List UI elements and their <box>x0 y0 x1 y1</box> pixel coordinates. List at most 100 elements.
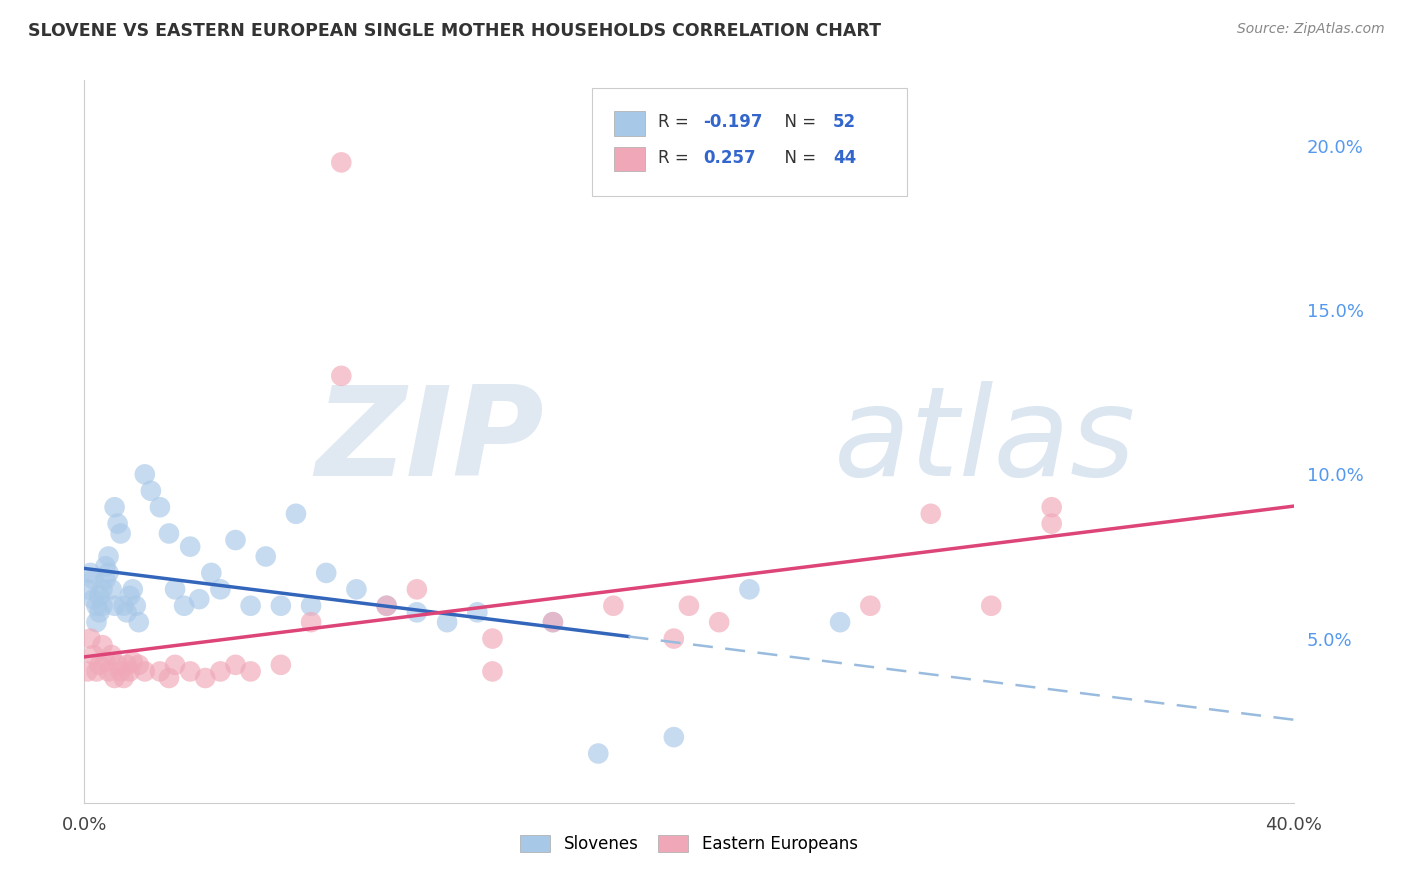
Point <box>86 615 108 630</box>
Point <box>239 665 262 679</box>
Text: Source: ZipAtlas.com: Source: ZipAtlas.com <box>1237 22 1385 37</box>
Point <box>100 648 122 662</box>
Point <box>225 533 247 547</box>
Point <box>330 368 353 383</box>
FancyBboxPatch shape <box>592 87 907 196</box>
Point <box>89 589 111 603</box>
Point <box>179 540 201 554</box>
Point <box>481 665 503 679</box>
Point <box>709 615 731 630</box>
Point <box>375 599 398 613</box>
Point <box>157 526 180 541</box>
Text: atlas: atlas <box>834 381 1136 502</box>
Point <box>662 632 685 646</box>
Point <box>91 599 114 613</box>
Text: SLOVENE VS EASTERN EUROPEAN SINGLE MOTHER HOUSEHOLDS CORRELATION CHART: SLOVENE VS EASTERN EUROPEAN SINGLE MOTHE… <box>28 22 882 40</box>
Point <box>86 665 108 679</box>
Point <box>82 592 104 607</box>
FancyBboxPatch shape <box>614 112 645 136</box>
Point <box>467 605 489 619</box>
Point <box>157 671 180 685</box>
Point <box>104 599 127 613</box>
Point <box>541 615 564 630</box>
Point <box>82 573 104 587</box>
Point <box>270 599 292 613</box>
Point <box>110 526 132 541</box>
Point <box>86 599 108 613</box>
Point <box>1040 516 1063 531</box>
Point <box>94 559 117 574</box>
Point <box>406 582 429 597</box>
Text: R =: R = <box>658 113 693 131</box>
Point <box>315 566 337 580</box>
Point <box>225 657 247 672</box>
Point <box>134 665 156 679</box>
Point <box>76 582 98 597</box>
Text: ZIP: ZIP <box>315 381 544 502</box>
Point <box>149 665 172 679</box>
Point <box>830 615 852 630</box>
Point <box>128 615 150 630</box>
Text: N =: N = <box>773 149 821 167</box>
Point <box>121 655 143 669</box>
Point <box>97 549 120 564</box>
Point <box>330 155 353 169</box>
Point <box>254 549 277 564</box>
Point <box>375 599 398 613</box>
FancyBboxPatch shape <box>614 147 645 171</box>
Point <box>118 589 141 603</box>
Point <box>91 638 114 652</box>
Point <box>662 730 685 744</box>
Point <box>270 657 292 672</box>
Point <box>980 599 1002 613</box>
Point <box>1040 500 1063 515</box>
Point <box>920 507 942 521</box>
Point <box>110 665 132 679</box>
Point <box>97 566 120 580</box>
Text: 52: 52 <box>832 113 856 131</box>
Point <box>79 632 101 646</box>
Point <box>134 467 156 482</box>
Point <box>79 566 101 580</box>
Point <box>97 665 120 679</box>
Point <box>678 599 700 613</box>
Point <box>436 615 458 630</box>
Point <box>104 500 127 515</box>
Point <box>165 582 187 597</box>
Point <box>115 657 138 672</box>
Point <box>188 592 211 607</box>
Text: 0.257: 0.257 <box>703 149 756 167</box>
Point <box>859 599 882 613</box>
Point <box>112 599 135 613</box>
Point <box>149 500 172 515</box>
Point <box>89 657 111 672</box>
Point <box>89 605 111 619</box>
Point <box>91 582 114 597</box>
Point <box>602 599 624 613</box>
Point <box>118 665 141 679</box>
Legend: Slovenes, Eastern Europeans: Slovenes, Eastern Europeans <box>513 828 865 860</box>
Point <box>239 599 262 613</box>
Point <box>121 582 143 597</box>
Point <box>346 582 368 597</box>
Point <box>299 599 322 613</box>
Point <box>285 507 308 521</box>
Point <box>200 566 222 580</box>
Point <box>481 632 503 646</box>
Point <box>128 657 150 672</box>
Point <box>104 671 127 685</box>
Text: 44: 44 <box>832 149 856 167</box>
Point <box>194 671 217 685</box>
Point <box>179 665 201 679</box>
Point <box>112 671 135 685</box>
Point <box>94 655 117 669</box>
Point <box>173 599 195 613</box>
Point <box>76 665 98 679</box>
Point <box>139 483 162 498</box>
Point <box>82 648 104 662</box>
Point <box>541 615 564 630</box>
Point <box>107 657 129 672</box>
Point <box>165 657 187 672</box>
Text: N =: N = <box>773 113 821 131</box>
Point <box>588 747 610 761</box>
